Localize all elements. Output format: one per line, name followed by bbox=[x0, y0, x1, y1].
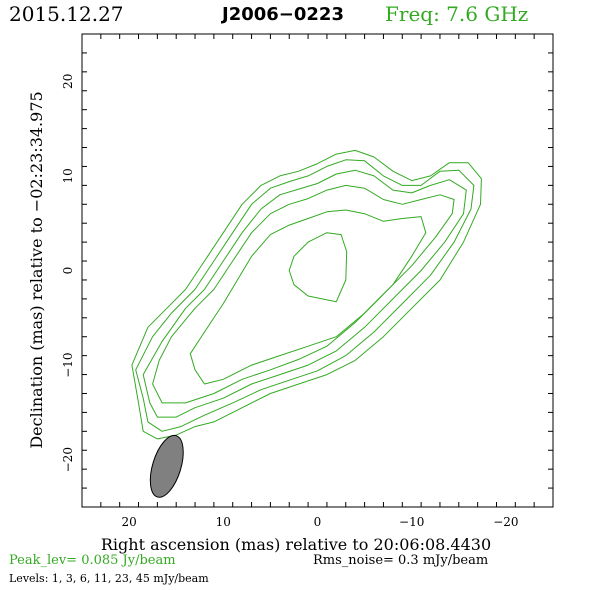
x-axis-label: Right ascension (mas) relative to 20:06:… bbox=[101, 535, 491, 554]
y-tick-label: 10 bbox=[61, 168, 75, 183]
contour-line bbox=[152, 184, 455, 404]
contour-levels: Levels: 1, 3, 6, 11, 23, 45 mJy/beam bbox=[9, 572, 209, 585]
contour-layer bbox=[131, 149, 482, 440]
frequency-label: Freq: 7.6 GHz bbox=[385, 2, 529, 26]
x-tick-label: 20 bbox=[121, 515, 136, 529]
x-tick-label: −10 bbox=[399, 515, 424, 529]
y-tick-label: −10 bbox=[61, 352, 75, 377]
beam-ellipse bbox=[149, 434, 184, 498]
plot-frame bbox=[81, 33, 554, 508]
observation-date: 2015.12.27 bbox=[9, 2, 124, 26]
x-tick-label: 0 bbox=[314, 515, 322, 529]
y-tick-label: 0 bbox=[61, 267, 75, 275]
x-tick-label: 10 bbox=[216, 515, 231, 529]
contour-line bbox=[135, 159, 475, 432]
contour-line bbox=[288, 232, 348, 303]
y-tick-label: −20 bbox=[61, 447, 75, 472]
contour-line bbox=[131, 149, 482, 440]
source-name: J2006−0223 bbox=[222, 4, 344, 25]
y-tick-label: 20 bbox=[61, 74, 75, 89]
rms-noise: Rms_noise= 0.3 mJy/beam bbox=[313, 553, 489, 568]
y-axis-label: Declination (mas) relative to −02:23:34.… bbox=[27, 91, 46, 448]
contour-line bbox=[142, 169, 467, 418]
peak-level: Peak_lev= 0.085 Jy/beam bbox=[9, 553, 176, 568]
axis-ticks: 20 10 0 −10 −20 20 10 0 −10 −20 bbox=[61, 33, 554, 529]
contour-line bbox=[189, 209, 427, 385]
x-tick-label: −20 bbox=[493, 515, 518, 529]
